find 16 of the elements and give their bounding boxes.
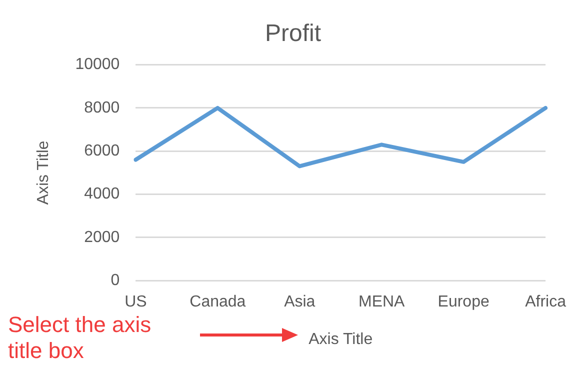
- x-tick-label: Canada: [190, 294, 246, 311]
- y-tick-label: 2000: [84, 228, 120, 246]
- y-tick-label: 8000: [84, 99, 120, 116]
- y-tick-label: 0: [110, 272, 120, 290]
- y-tick-label: 10000: [75, 56, 120, 74]
- y-tick-label: 4000: [84, 186, 120, 203]
- x-tick-label: MENA: [358, 294, 406, 311]
- x-tick-label: Asia: [284, 294, 316, 311]
- x-tick-label: Europe: [438, 294, 490, 311]
- x-axis-title: Axis Title: [308, 330, 373, 348]
- text: Select the axis title box: [8, 312, 152, 364]
- y-tick-label: 6000: [84, 142, 120, 160]
- x-tick-label: Africa: [525, 294, 566, 311]
- y-axis-title: Axis Title: [35, 140, 52, 205]
- x-tick-label: US: [124, 294, 147, 311]
- chart-title: Profit: [264, 20, 322, 48]
